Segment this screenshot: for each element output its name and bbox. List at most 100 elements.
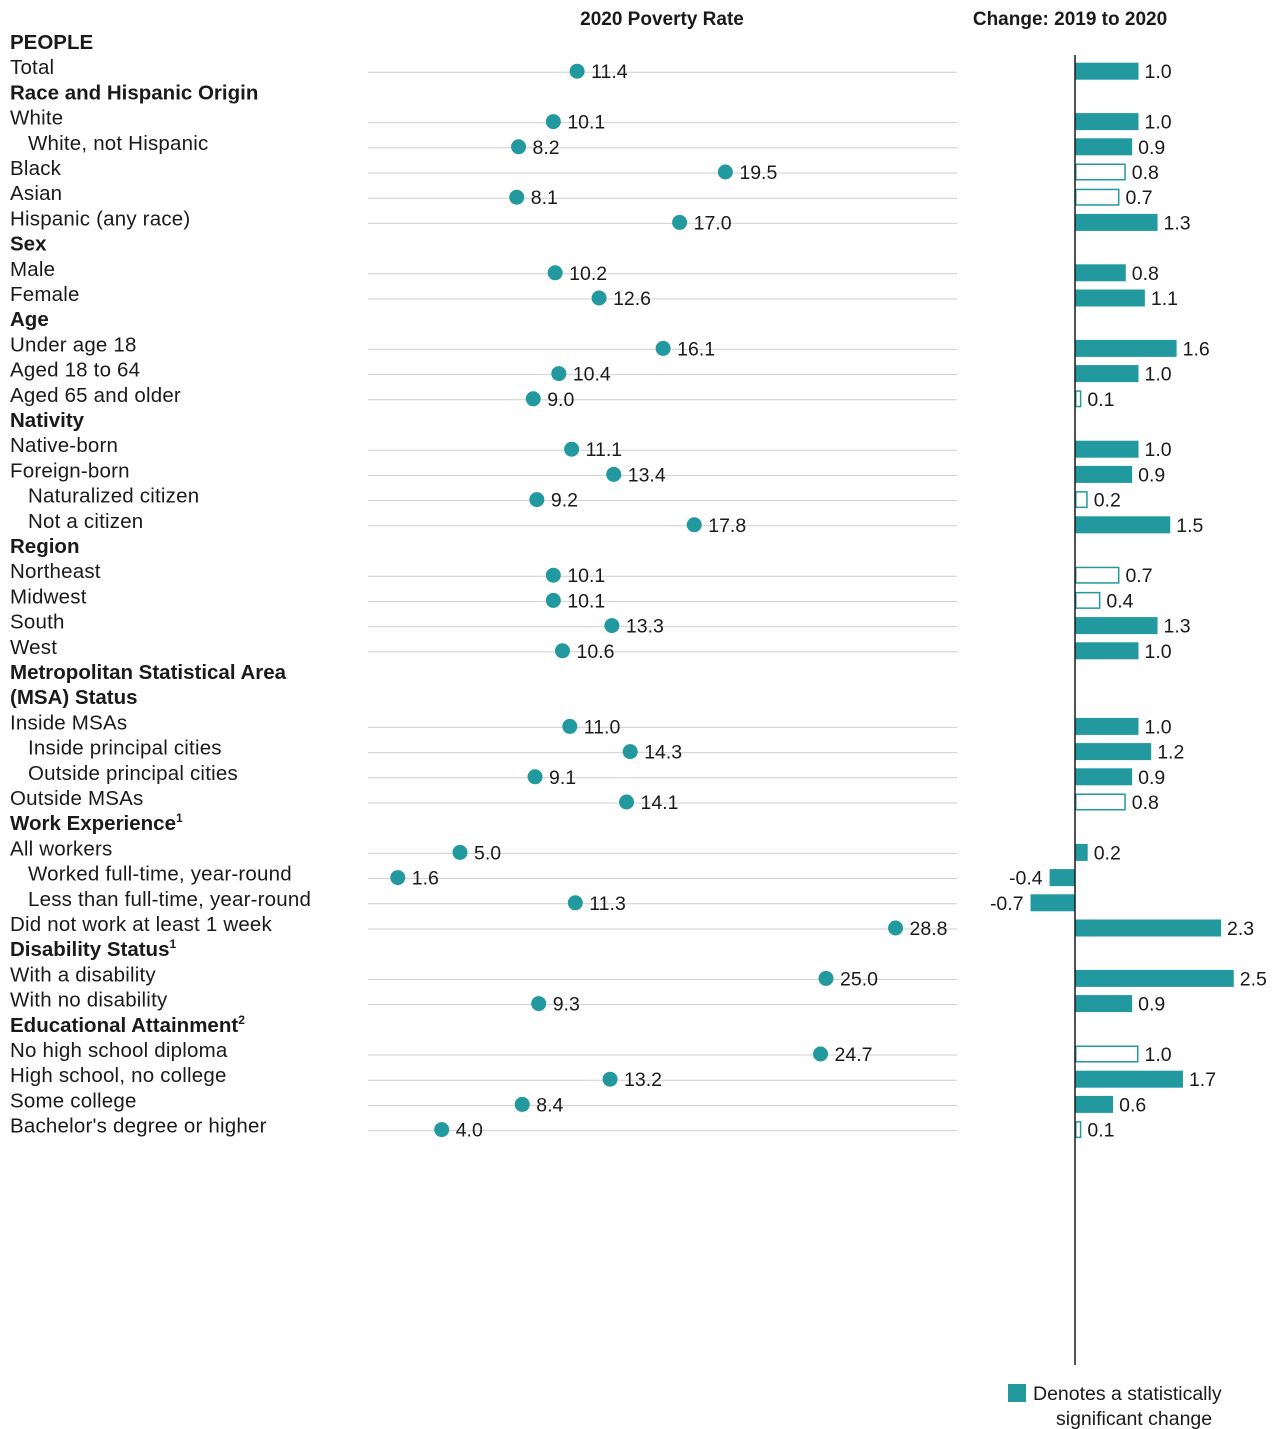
rate-dot (813, 1046, 829, 1062)
row-label: Foreign-born (10, 459, 130, 482)
rate-value-label: 14.3 (644, 742, 682, 764)
row-label: Some college (10, 1089, 137, 1112)
change-bar-significant (1075, 62, 1139, 80)
rate-dot (434, 1122, 450, 1138)
change-value-label: 0.1 (1087, 1120, 1114, 1142)
rate-dot (531, 996, 547, 1012)
row-label: Less than full-time, year-round (28, 888, 311, 911)
chart-row: Naturalized citizen 9.2 0.2 (28, 485, 1121, 512)
row-label: White (10, 107, 63, 130)
change-value-label: 0.9 (1138, 464, 1165, 486)
section-header: PEOPLE (10, 31, 93, 54)
rate-value-label: 28.8 (910, 918, 948, 940)
rate-dot (655, 340, 671, 356)
row-label: Did not work at least 1 week (10, 913, 273, 936)
chart-row: Hispanic (any race) 17.0 1.3 (10, 207, 1191, 234)
rate-dot (606, 466, 622, 482)
chart-row: White, not Hispanic 8.2 0.9 (28, 132, 1165, 159)
rate-value-label: 17.8 (708, 515, 746, 537)
rate-dot (818, 970, 834, 986)
poverty-rate-title: 2020 Poverty Rate (580, 9, 744, 30)
section-header-label: PEOPLE (10, 31, 93, 54)
chart-row: Not a citizen 17.8 1.5 (28, 510, 1204, 537)
change-value-label: 0.9 (1138, 767, 1165, 789)
change-bar-significant (1075, 264, 1126, 282)
section-header-label: Sex (10, 233, 47, 256)
rate-value-label: 10.1 (567, 590, 605, 612)
change-bar-not-significant (1075, 163, 1126, 181)
rate-dot (545, 114, 561, 130)
chart-row: Inside principal cities 14.3 1.2 (28, 737, 1184, 764)
rate-value-label: 12.6 (613, 288, 651, 310)
change-bar-significant (1075, 1095, 1114, 1113)
rate-value-label: 1.6 (412, 868, 439, 890)
change-bar-significant (1075, 138, 1133, 156)
change-bar-not-significant (1075, 793, 1126, 811)
rate-value-label: 13.4 (628, 464, 666, 486)
change-value-label: 0.8 (1132, 792, 1159, 814)
rate-value-label: 4.0 (456, 1120, 483, 1142)
change-value-label: 1.0 (1145, 439, 1172, 461)
change-value-label: 2.5 (1240, 968, 1267, 990)
rate-value-label: 10.6 (576, 641, 614, 663)
change-bar-not-significant (1075, 188, 1120, 206)
rate-dot (672, 214, 688, 230)
row-label: Under age 18 (10, 333, 137, 356)
change-value-label: 0.4 (1106, 590, 1133, 612)
change-value-label: 1.2 (1157, 742, 1184, 764)
section-header: Metropolitan Statistical Area (10, 661, 287, 684)
rate-value-label: 24.7 (835, 1044, 873, 1066)
rate-value-label: 13.3 (626, 616, 664, 638)
rate-value-label: 13.2 (624, 1069, 662, 1091)
rate-value-label: 10.1 (567, 112, 605, 134)
change-bar-not-significant (1075, 491, 1088, 509)
legend: Denotes a statistically significant chan… (1008, 1383, 1222, 1429)
section-header: Race and Hispanic Origin (10, 81, 258, 104)
rate-dot (545, 567, 561, 583)
change-value-label: 1.6 (1183, 338, 1210, 360)
chart-row: White 10.1 1.0 (10, 107, 1172, 134)
chart-row: Native-born 11.1 1.0 (10, 434, 1172, 461)
section-header: Work Experience1 (10, 811, 183, 835)
section-header-label: Disability Status (10, 938, 170, 961)
change-bar-significant (1075, 717, 1139, 735)
chart-row: Did not work at least 1 week 28.8 2.3 (10, 913, 1254, 940)
row-label: Male (10, 258, 55, 281)
rate-dot (525, 391, 541, 407)
row-label: Worked full-time, year-round (28, 863, 292, 886)
legend-swatch (1008, 1384, 1026, 1402)
change-bar-significant (1030, 894, 1075, 912)
footnote-marker: 2 (238, 1013, 245, 1027)
rate-dot (717, 164, 733, 180)
row-label: Total (10, 56, 54, 79)
chart-row: Outside principal cities 9.1 0.9 (28, 762, 1165, 789)
rate-value-label: 25.0 (840, 968, 878, 990)
change-value-label: 1.0 (1145, 61, 1172, 83)
change-value-label: 1.0 (1145, 364, 1172, 386)
row-label: Inside MSAs (10, 711, 127, 734)
change-value-label: 1.7 (1189, 1069, 1216, 1091)
rate-dot (564, 441, 580, 457)
footnote-marker: 1 (176, 811, 183, 825)
rate-value-label: 17.0 (694, 212, 732, 234)
change-bar-significant (1075, 113, 1139, 131)
section-header-label: (MSA) Status (10, 686, 138, 709)
row-label: Native-born (10, 434, 118, 457)
chart-row: West 10.6 1.0 (10, 636, 1172, 663)
row-label: Not a citizen (28, 510, 143, 533)
row-label: Northeast (10, 560, 101, 583)
change-value-label: 0.7 (1125, 565, 1152, 587)
change-value-label: 0.8 (1132, 162, 1159, 184)
rate-dot (554, 643, 570, 659)
change-bar-significant (1075, 995, 1133, 1013)
change-bar-significant (1075, 843, 1088, 861)
rate-dot (514, 1096, 530, 1112)
rate-dot (452, 844, 468, 860)
row-label: White, not Hispanic (28, 132, 208, 155)
row-label: Hispanic (any race) (10, 207, 190, 230)
rate-value-label: 10.2 (569, 263, 607, 285)
change-bar-not-significant (1075, 591, 1101, 609)
chart-row: Midwest 10.1 0.4 (10, 585, 1134, 612)
change-bar-significant (1075, 969, 1234, 987)
row-label: Inside principal cities (28, 737, 222, 760)
